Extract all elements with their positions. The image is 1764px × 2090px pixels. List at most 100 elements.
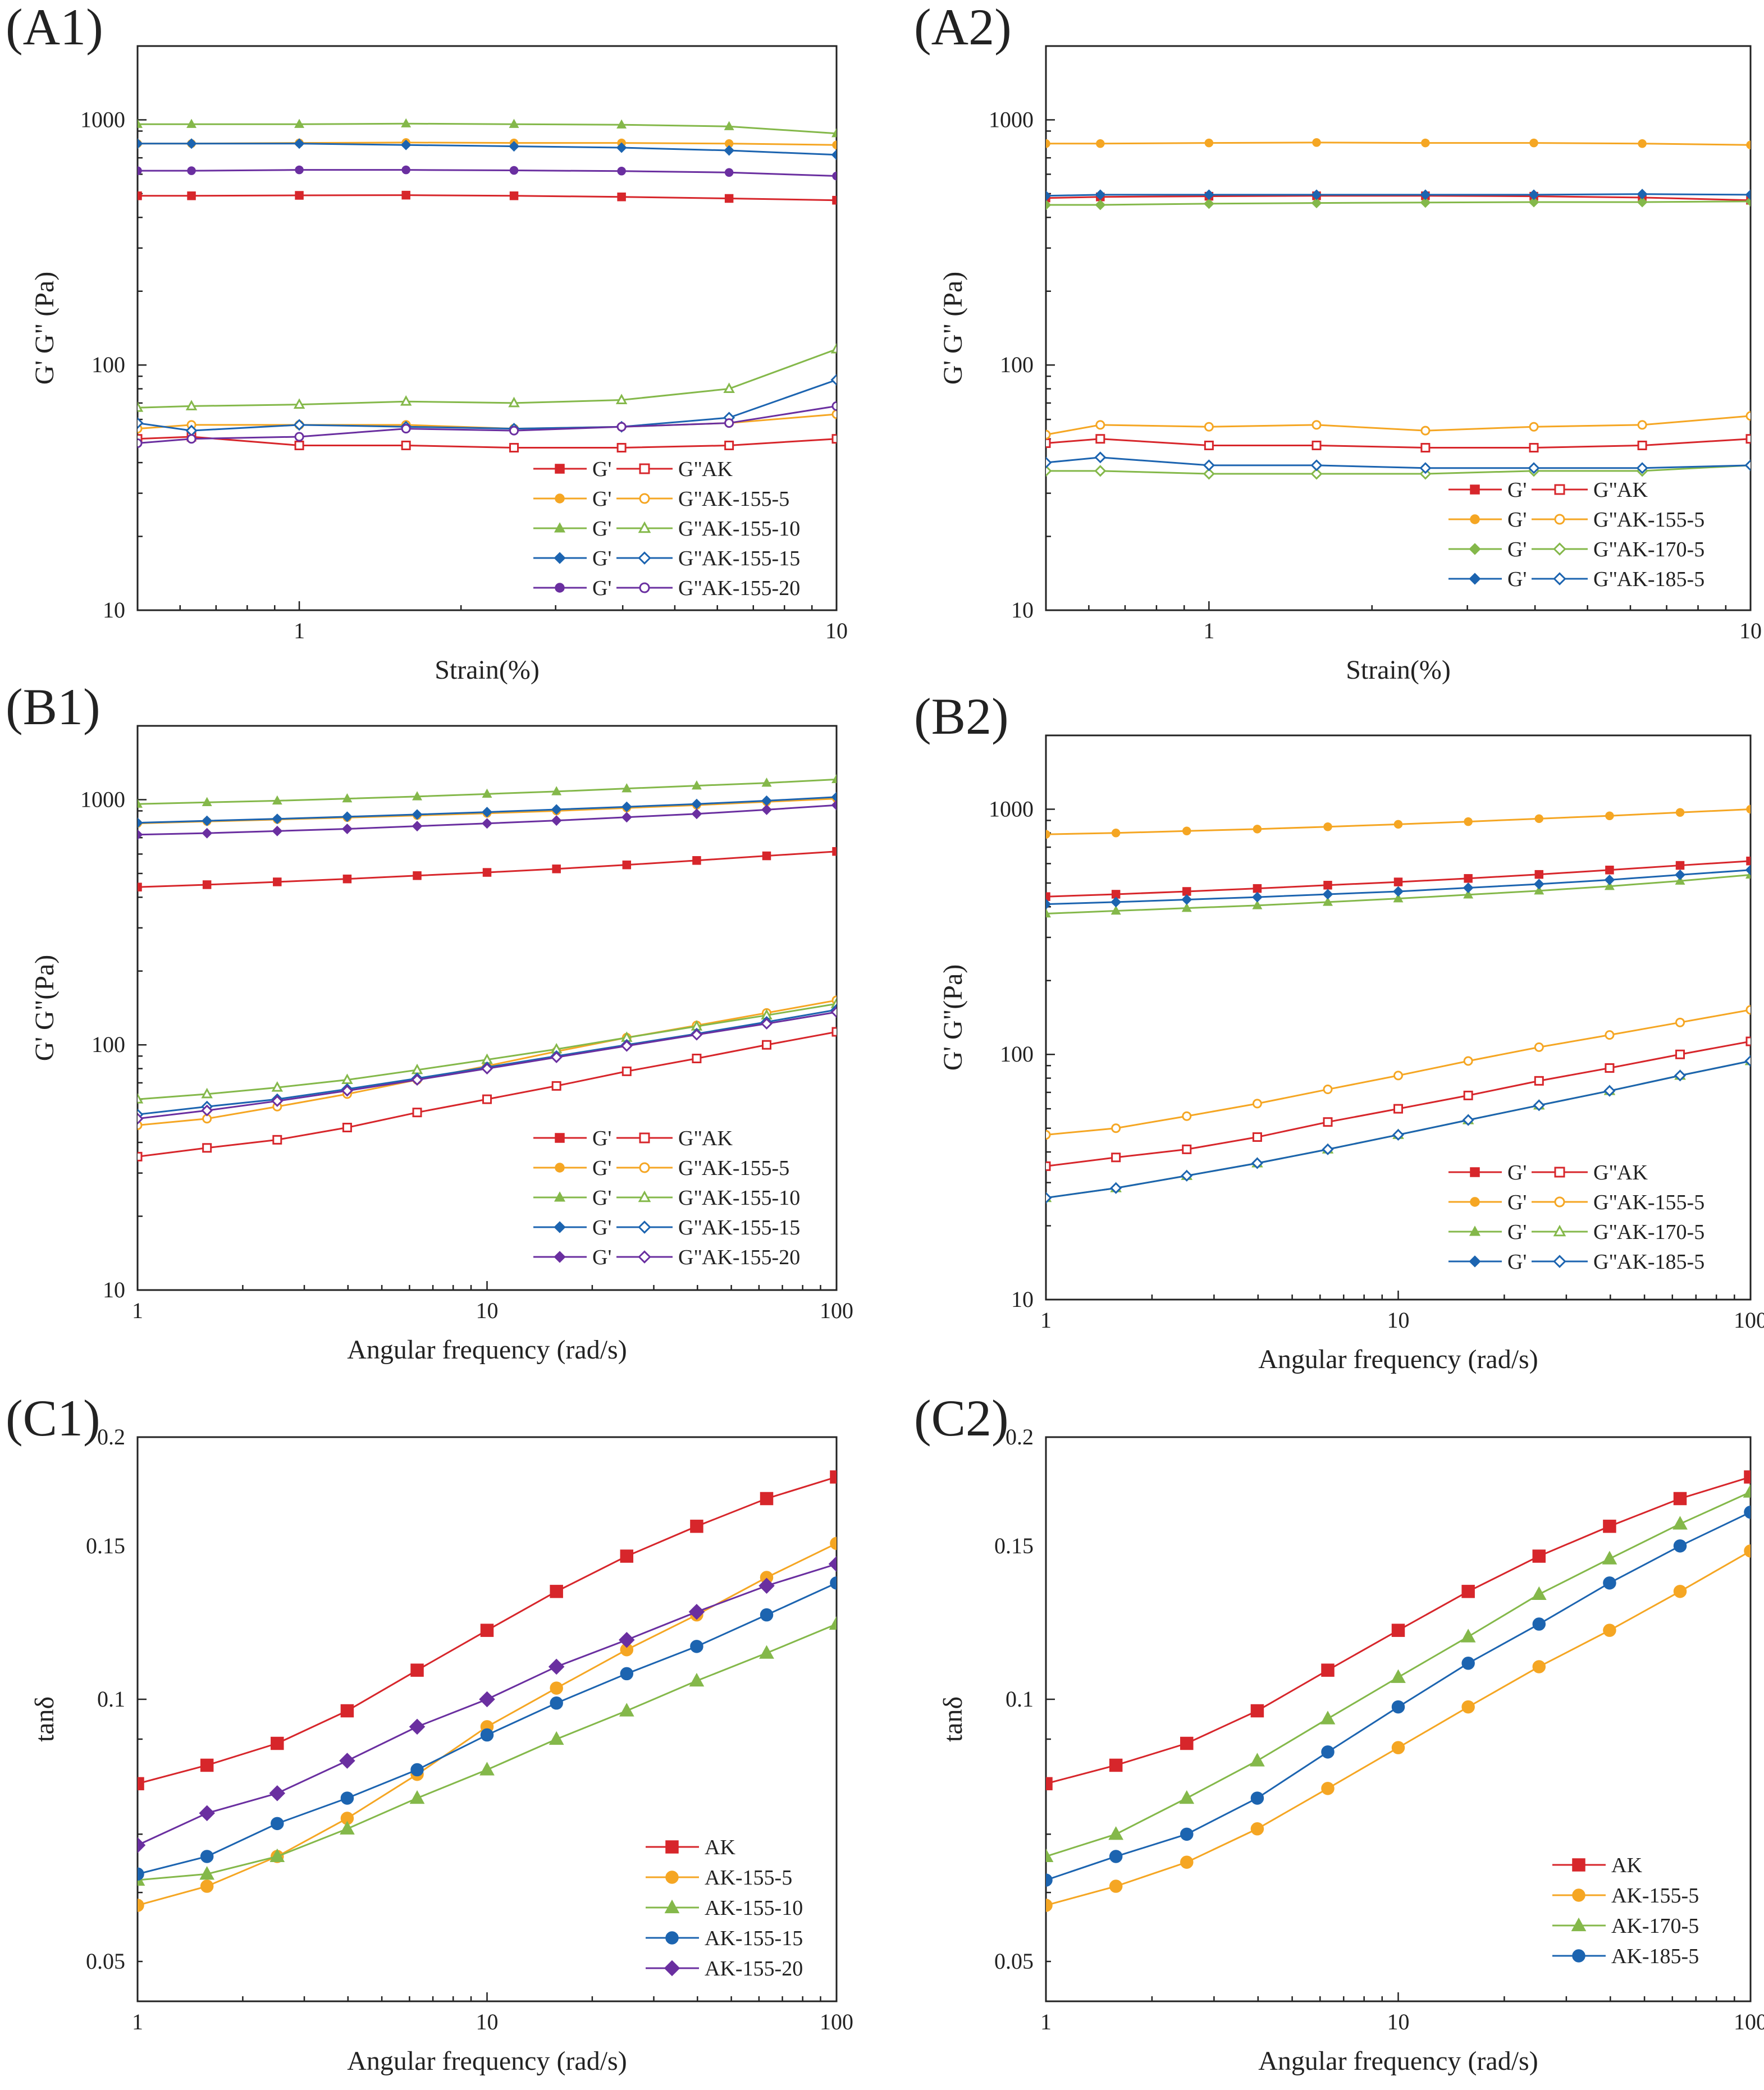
legend-item-ak-155-5: G' G" AK-155-5 <box>533 1156 789 1180</box>
legend-marker <box>638 1220 651 1234</box>
data-point <box>1250 1791 1264 1805</box>
data-point <box>272 825 283 836</box>
x-axis-label: Angular frequency (rad/s) <box>347 1335 627 1365</box>
y-tick-label: 100 <box>92 1032 125 1057</box>
data-point <box>138 829 143 840</box>
data-point <box>1534 1076 1544 1086</box>
data-point <box>1534 814 1544 824</box>
data-point <box>410 1663 424 1677</box>
x-axis-label: Angular frequency (rad/s) <box>1258 1344 1538 1374</box>
data-point <box>1745 1005 1751 1015</box>
data-point <box>138 882 142 891</box>
data-point <box>479 1691 495 1708</box>
data-point <box>689 1672 705 1687</box>
data-point <box>761 804 772 815</box>
data-point <box>1046 830 1050 839</box>
data-point <box>200 1879 214 1893</box>
data-point <box>294 138 305 149</box>
data-point <box>830 342 837 354</box>
y-tick-label: 10 <box>1011 597 1034 623</box>
data-point <box>1673 1539 1687 1553</box>
data-point <box>724 121 734 130</box>
data-point <box>1182 887 1191 896</box>
series-line <box>1046 464 1751 475</box>
data-point <box>832 847 837 856</box>
data-point <box>138 417 144 429</box>
x-tick-label: 1 <box>1040 2009 1052 2034</box>
legend-g-double-prime: G" <box>678 1216 702 1240</box>
data-point <box>1391 1669 1406 1683</box>
legend-item-ak-155-20: G' G" AK-155-20 <box>533 577 800 600</box>
legend-g-prime: G' <box>1507 1250 1527 1274</box>
series-ak-170-5-g1 <box>1046 196 1751 211</box>
data-point <box>1111 897 1122 908</box>
legend-g-double-prime: G" <box>678 1246 702 1269</box>
data-point <box>724 145 735 156</box>
legend-label: AK-155-20 <box>702 1246 800 1269</box>
series-line <box>1046 456 1751 469</box>
data-point <box>342 1123 352 1133</box>
x-axis-label: Angular frequency (rad/s) <box>347 2046 627 2076</box>
legend-g-double-prime: G" <box>678 547 702 570</box>
legend-label: AK-170-5 <box>1617 1220 1704 1244</box>
data-point <box>1046 438 1051 448</box>
panel-label: (A1) <box>6 0 103 56</box>
legend-marker <box>555 583 565 593</box>
legend-g-prime: G' <box>1507 1161 1527 1185</box>
data-point <box>690 1520 703 1533</box>
data-point <box>509 141 519 152</box>
data-point <box>508 396 520 408</box>
plot-frame <box>1045 45 1752 611</box>
data-point <box>294 432 304 442</box>
data-point <box>1636 462 1648 474</box>
data-point <box>1638 139 1647 148</box>
panel-label: (C2) <box>914 1389 1009 1447</box>
legend-g-double-prime: G" <box>1593 1250 1617 1274</box>
legend-g-double-prime: G" <box>678 458 702 481</box>
x-tick-label: 1 <box>132 1298 143 1323</box>
data-point <box>273 877 282 886</box>
series-ak-155-5-g1 <box>138 1536 837 1912</box>
data-point <box>1745 865 1751 876</box>
legend-marker <box>639 582 650 593</box>
data-point <box>619 1703 634 1717</box>
data-point <box>412 1108 422 1118</box>
series-ak-155-10-g1 <box>138 1616 837 1886</box>
data-point <box>1322 889 1333 900</box>
data-point <box>1391 1700 1405 1714</box>
legend-marker <box>554 1191 566 1202</box>
legend-item-ak-185-5: G' G" AK-185-5 <box>1448 568 1704 591</box>
data-point <box>412 791 422 801</box>
series-ak-155-15-g1 <box>138 1576 837 1881</box>
data-point <box>480 1623 494 1637</box>
legend-g-prime: G' <box>592 1127 611 1150</box>
data-point <box>1203 189 1214 200</box>
legend-marker <box>665 1840 679 1854</box>
data-point <box>409 1790 425 1804</box>
data-point <box>202 797 212 806</box>
data-point <box>1534 870 1544 879</box>
y-tick-label: 10 <box>1011 1287 1034 1312</box>
data-point <box>1096 139 1105 148</box>
data-point <box>293 398 305 409</box>
data-point <box>621 801 632 812</box>
data-point <box>1095 434 1105 444</box>
data-point <box>410 1763 424 1777</box>
data-point <box>1675 861 1685 870</box>
data-point <box>1181 903 1192 912</box>
legend-marker <box>555 1163 565 1173</box>
series-ak-155-20-g2 <box>138 401 837 448</box>
legend-g-double-prime: G" <box>1593 1191 1617 1214</box>
legend-g-prime: G' <box>592 1156 611 1180</box>
x-tick-label: 100 <box>1734 1307 1764 1333</box>
series-ak-155-5-g2 <box>1046 411 1751 440</box>
legend-g-prime: G' <box>592 517 611 541</box>
series-ak-155-10-g2 <box>138 997 837 1104</box>
legend-item-ak: G' G" AK <box>1448 478 1648 502</box>
data-point <box>340 1704 354 1718</box>
data-point <box>479 1762 495 1776</box>
legend-marker <box>1554 1196 1565 1208</box>
data-point <box>1532 1549 1546 1563</box>
legend-g-double-prime: G" <box>678 577 702 600</box>
data-point <box>1675 875 1685 885</box>
